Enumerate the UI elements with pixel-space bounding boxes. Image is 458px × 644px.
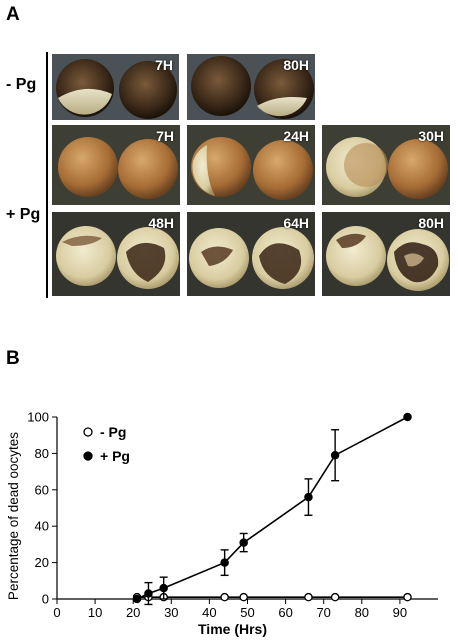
panel-a-label: A <box>6 4 20 25</box>
data-point <box>403 592 412 602</box>
time-label: 80H <box>418 215 444 231</box>
oocyte-image-tile: 7H <box>52 125 180 205</box>
y-tick-label: 60 <box>35 482 49 497</box>
y-tick-label: 40 <box>35 519 49 534</box>
minus-pg-bracket <box>46 52 48 122</box>
data-point <box>159 583 168 593</box>
oocyte-image-tile: 24H <box>187 125 315 205</box>
oocyte-pair-image <box>52 125 180 205</box>
time-label: 48H <box>148 215 174 231</box>
oocyte-image-tile: 48H <box>52 212 180 296</box>
x-tick-label: 80 <box>355 605 369 620</box>
data-point <box>144 589 153 598</box>
x-tick-label: 70 <box>316 605 330 620</box>
oocyte-image-tile: 64H <box>187 212 315 296</box>
time-label: 7H <box>155 57 173 73</box>
x-tick-label: 30 <box>164 605 178 620</box>
legend-marker <box>83 427 93 437</box>
y-tick-label: 100 <box>27 410 49 425</box>
y-axis-label: Percentage of dead oocytes <box>6 432 21 600</box>
data-point <box>330 592 340 602</box>
data-point <box>403 412 412 422</box>
plus-pg-label: + Pg <box>6 206 41 223</box>
oocyte-image-tile: 7H <box>52 54 179 120</box>
mortality-chart: 0 10 20 30 40 50 60 70 80 90 0 20 40 60 80 100 Time (Hrs… <box>6 410 438 637</box>
series-line <box>136 416 408 600</box>
legend-label: + Pg <box>100 448 130 464</box>
oocyte-pair-image <box>322 125 450 205</box>
oocyte-image-tile: 80H <box>322 212 450 296</box>
oocyte-image-tile: 80H <box>187 54 315 120</box>
oocyte-pair-image <box>52 212 180 296</box>
oocyte-image-tile: 30H <box>322 125 450 205</box>
time-label: 7H <box>156 128 174 144</box>
data-point <box>220 558 229 567</box>
time-label: 24H <box>283 128 309 144</box>
data-point <box>132 594 142 604</box>
oocyte-pair-image <box>322 212 450 296</box>
x-tick-label: 60 <box>278 605 292 620</box>
oocyte-pair-image <box>187 125 315 205</box>
x-tick-label: 40 <box>202 605 216 620</box>
legend-marker <box>83 451 93 461</box>
x-tick-label: 0 <box>53 605 60 620</box>
x-tick-label: 10 <box>88 605 102 620</box>
panel-b-label: B <box>6 348 20 369</box>
data-point <box>239 538 248 547</box>
chart-legend: - Pg + Pg <box>83 424 130 464</box>
data-point <box>304 492 313 502</box>
plus-pg-bracket <box>46 122 48 298</box>
y-tick-label: 20 <box>35 555 49 570</box>
x-tick-label: 90 <box>393 605 407 620</box>
chart-plot-area <box>132 412 412 606</box>
oocyte-pair-image <box>187 54 315 120</box>
time-label: 64H <box>283 215 309 231</box>
oocyte-pair-image <box>187 212 315 296</box>
y-tick-label: 80 <box>35 446 49 461</box>
chart-axes: 0 10 20 30 40 50 60 70 80 90 0 20 40 60 80 100 Time (Hrs… <box>6 410 438 637</box>
data-point <box>330 450 340 460</box>
x-tick-label: 20 <box>126 605 140 620</box>
x-tick-label: 50 <box>240 605 254 620</box>
oocyte-pair-image <box>52 54 179 120</box>
data-point <box>304 592 313 602</box>
data-point <box>220 592 229 602</box>
data-point <box>239 592 248 602</box>
minus-pg-label: - Pg <box>6 76 37 93</box>
y-tick-label: 0 <box>42 592 49 607</box>
legend-label: - Pg <box>100 424 126 440</box>
x-axis-label: Time (Hrs) <box>198 621 267 637</box>
time-label: 80H <box>283 57 309 73</box>
time-label: 30H <box>418 128 444 144</box>
